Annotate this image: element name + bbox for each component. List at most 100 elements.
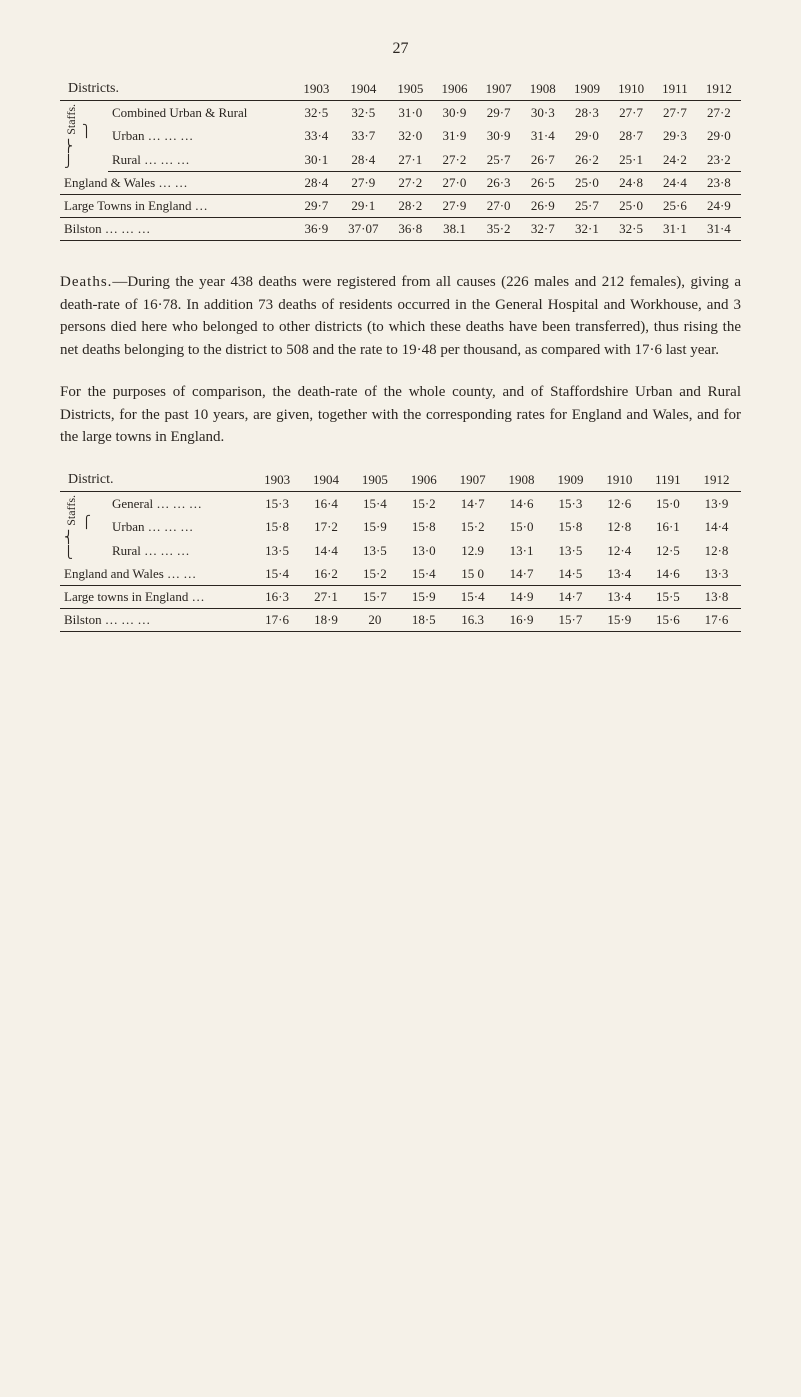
year-cell: 1912 bbox=[692, 469, 741, 492]
cell: 14·7 bbox=[497, 563, 546, 586]
cell: 27·1 bbox=[388, 148, 432, 172]
cell: 32·7 bbox=[521, 218, 565, 241]
table-1: Districts. 1903 1904 1905 1906 1907 1908… bbox=[60, 78, 741, 241]
year-cell: 1912 bbox=[697, 78, 741, 101]
cell: 33·7 bbox=[338, 124, 388, 147]
cell: 14·6 bbox=[497, 491, 546, 515]
row-label: Bilston … … … bbox=[60, 218, 294, 241]
table-1-header-label: Districts. bbox=[60, 78, 294, 101]
cell: 30·1 bbox=[294, 148, 338, 172]
year-cell: 1907 bbox=[448, 469, 497, 492]
cell: 15·2 bbox=[448, 515, 497, 539]
cell: 14·7 bbox=[448, 491, 497, 515]
cell: 25·0 bbox=[565, 172, 609, 195]
cell: 13·4 bbox=[595, 585, 644, 608]
year-cell: 1908 bbox=[497, 469, 546, 492]
cell: 12.9 bbox=[448, 539, 497, 563]
cell: 16·2 bbox=[302, 563, 351, 586]
cell: 27·2 bbox=[388, 172, 432, 195]
cell: 24·9 bbox=[697, 195, 741, 218]
bracket-label: Staffs. ⎧⎨⎩ bbox=[60, 491, 108, 562]
bracket-label: Staffs. ⎫⎬⎭ bbox=[60, 101, 108, 172]
cell: 13·4 bbox=[595, 563, 644, 586]
table-row: Bilston … … … 17·6 18·9 20 18·5 16.3 16·… bbox=[60, 608, 741, 631]
cell: 30·9 bbox=[477, 124, 521, 147]
table-row: Urban … … … 33·4 33·7 32·0 31·9 30·9 31·… bbox=[60, 124, 741, 147]
cell: 14·5 bbox=[546, 563, 595, 586]
cell: 12·4 bbox=[595, 539, 644, 563]
table-row: Rural … … … 13·5 14·4 13·5 13·0 12.9 13·… bbox=[60, 539, 741, 563]
year-cell: 1904 bbox=[302, 469, 351, 492]
cell: 15 0 bbox=[448, 563, 497, 586]
row-label: Urban … … … bbox=[108, 515, 253, 539]
cell: 23·2 bbox=[697, 148, 741, 172]
year-cell: 1907 bbox=[477, 78, 521, 101]
year-cell: 1903 bbox=[294, 78, 338, 101]
cell: 17·2 bbox=[302, 515, 351, 539]
cell: 15·3 bbox=[253, 491, 302, 515]
year-cell: 1191 bbox=[644, 469, 692, 492]
cell: 25·0 bbox=[609, 195, 653, 218]
cell: 14·6 bbox=[644, 563, 692, 586]
cell: 33·4 bbox=[294, 124, 338, 147]
cell: 24·2 bbox=[653, 148, 697, 172]
table-row: Urban … … … 15·8 17·2 15·9 15·8 15·2 15·… bbox=[60, 515, 741, 539]
year-cell: 1904 bbox=[338, 78, 388, 101]
cell: 14·4 bbox=[692, 515, 741, 539]
table-row: Large towns in England … 16·3 27·1 15·7 … bbox=[60, 585, 741, 608]
cell: 15·2 bbox=[399, 491, 448, 515]
cell: 28·4 bbox=[294, 172, 338, 195]
cell: 26·9 bbox=[521, 195, 565, 218]
table-row: Bilston … … … 36·9 37·07 36·8 38.1 35·2 … bbox=[60, 218, 741, 241]
cell: 27·7 bbox=[609, 101, 653, 125]
cell: 16·4 bbox=[302, 491, 351, 515]
cell: 26·2 bbox=[565, 148, 609, 172]
cell: 29·0 bbox=[697, 124, 741, 147]
cell: 14·4 bbox=[302, 539, 351, 563]
cell: 15·7 bbox=[350, 585, 399, 608]
cell: 12·5 bbox=[644, 539, 692, 563]
year-cell: 1905 bbox=[350, 469, 399, 492]
cell: 30·9 bbox=[432, 101, 476, 125]
row-label: Rural … … … bbox=[108, 148, 294, 172]
cell: 13·3 bbox=[692, 563, 741, 586]
cell: 26·7 bbox=[521, 148, 565, 172]
cell: 15·2 bbox=[350, 563, 399, 586]
cell: 29·3 bbox=[653, 124, 697, 147]
year-cell: 1908 bbox=[521, 78, 565, 101]
cell: 31·4 bbox=[521, 124, 565, 147]
cell: 24·4 bbox=[653, 172, 697, 195]
cell: 27·7 bbox=[653, 101, 697, 125]
cell: 36·9 bbox=[294, 218, 338, 241]
table-row: Staffs. ⎫⎬⎭ Combined Urban & Rural 32·5 … bbox=[60, 101, 741, 125]
cell: 32·1 bbox=[565, 218, 609, 241]
cell: 15·4 bbox=[448, 585, 497, 608]
cell: 17·6 bbox=[253, 608, 302, 631]
cell: 37·07 bbox=[338, 218, 388, 241]
year-cell: 1906 bbox=[432, 78, 476, 101]
cell: 15·4 bbox=[399, 563, 448, 586]
year-cell: 1910 bbox=[609, 78, 653, 101]
cell: 29·7 bbox=[477, 101, 521, 125]
cell: 16·3 bbox=[253, 585, 302, 608]
cell: 15·8 bbox=[546, 515, 595, 539]
cell: 13·5 bbox=[546, 539, 595, 563]
year-cell: 1909 bbox=[565, 78, 609, 101]
cell: 12·6 bbox=[595, 491, 644, 515]
cell: 28·4 bbox=[338, 148, 388, 172]
table-2-header-row: District. 1903 1904 1905 1906 1907 1908 … bbox=[60, 469, 741, 492]
cell: 25·1 bbox=[609, 148, 653, 172]
table-2: District. 1903 1904 1905 1906 1907 1908 … bbox=[60, 469, 741, 632]
cell: 32·0 bbox=[388, 124, 432, 147]
cell: 27·1 bbox=[302, 585, 351, 608]
cell: 29·0 bbox=[565, 124, 609, 147]
cell: 15·6 bbox=[644, 608, 692, 631]
cell: 13·8 bbox=[692, 585, 741, 608]
table-row: England & Wales … … 28·4 27·9 27·2 27·0 … bbox=[60, 172, 741, 195]
cell: 29·7 bbox=[294, 195, 338, 218]
year-cell: 1905 bbox=[388, 78, 432, 101]
cell: 15·3 bbox=[546, 491, 595, 515]
cell: 31·4 bbox=[697, 218, 741, 241]
cell: 15·0 bbox=[497, 515, 546, 539]
cell: 23·8 bbox=[697, 172, 741, 195]
